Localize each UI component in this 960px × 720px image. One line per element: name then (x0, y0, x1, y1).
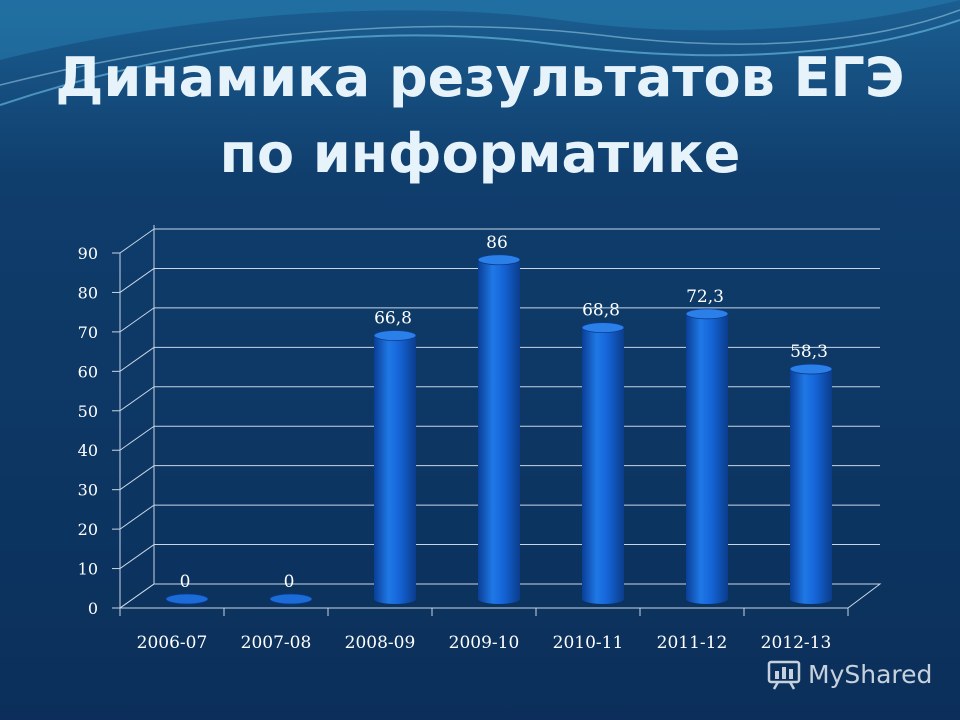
bar-2011-12 (685, 308, 729, 604)
bar-2006-07 (165, 593, 209, 605)
bar-2007-08 (269, 593, 313, 605)
gridline-diagonal (119, 268, 155, 293)
gridline-diagonal (119, 465, 155, 491)
bar-2012-13 (789, 363, 833, 604)
bar-body (686, 313, 728, 604)
x-tick-label: 2007-08 (241, 633, 312, 653)
y-tick-label: 30 (78, 481, 98, 500)
gridline-diagonal (119, 425, 155, 451)
wave-decoration (0, 19, 960, 106)
bar-body (374, 335, 416, 604)
title-line-2: по информатике (219, 122, 741, 185)
bar-top (789, 363, 833, 375)
bar-2010-11 (581, 322, 625, 604)
y-tick-label: 0 (88, 599, 98, 618)
x-tick-label: 2012-13 (761, 633, 832, 653)
gridline-diagonal (119, 504, 155, 530)
x-tick-label: 2011-12 (657, 633, 728, 653)
y-tick-label: 70 (78, 323, 98, 342)
bar-2009-10 (477, 254, 521, 604)
y-tick-label: 20 (78, 520, 98, 539)
title-line-1: Динамика результатов ЕГЭ (55, 46, 905, 109)
x-tick-label: 2006-07 (137, 633, 208, 653)
bar-layer (165, 254, 833, 605)
gridline-diagonal (119, 544, 155, 569)
presentation-screen-icon (767, 660, 801, 690)
watermark: MyShared (766, 654, 932, 694)
gridline-diagonal (119, 228, 155, 254)
data-label: 0 (284, 572, 295, 592)
bar-zero-disc (165, 593, 209, 605)
bar-body (790, 369, 832, 604)
data-label: 58,3 (790, 342, 828, 362)
x-tick-label: 2008-09 (345, 633, 416, 653)
bar-body (582, 327, 624, 604)
y-tick-label: 60 (78, 362, 98, 381)
x-tick-label: 2010-11 (553, 633, 624, 653)
y-tick-label: 40 (78, 441, 98, 460)
data-label: 86 (486, 233, 508, 253)
bar-top (477, 254, 521, 266)
y-tick-label: 80 (78, 283, 98, 302)
data-label: 66,8 (374, 309, 412, 329)
axis-layer (112, 225, 882, 616)
bar-zero-disc (269, 593, 313, 605)
bar-2008-09 (373, 330, 417, 604)
wave-decoration (0, 9, 960, 86)
x-tick-label: 2009-10 (449, 633, 520, 653)
data-label: 0 (180, 572, 191, 592)
bar-top (581, 322, 625, 334)
watermark-text: MyShared (808, 659, 933, 689)
wave-decoration (0, 0, 960, 60)
y-tick-label: 10 (78, 560, 98, 579)
slide-title: Динамика результатов ЕГЭ по информатике (0, 40, 960, 192)
gridline-diagonal (119, 386, 155, 412)
gridline-diagonal (119, 307, 155, 333)
bar-body (478, 259, 520, 604)
bar-top (373, 330, 417, 341)
bar-top (685, 308, 729, 320)
y-tick-label: 90 (78, 244, 98, 263)
label-layer: 0 10 20 30 40 50 60 70 80 90 2006-07 0 2007-08 0 2008-… (78, 233, 832, 653)
gridline-diagonal (119, 346, 155, 372)
data-label: 72,3 (686, 287, 724, 307)
data-label: 68,8 (582, 301, 620, 321)
y-tick-label: 50 (78, 402, 98, 421)
